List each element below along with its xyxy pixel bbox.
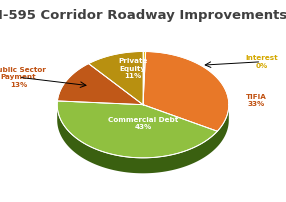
Text: I-595 Corridor Roadway Improvements: I-595 Corridor Roadway Improvements (0, 9, 286, 22)
Text: Public Sector
Payment
13%: Public Sector Payment 13% (0, 67, 45, 88)
Polygon shape (57, 101, 217, 158)
Text: Commercial Debt
43%: Commercial Debt 43% (108, 117, 178, 130)
Text: Private
Equity
11%: Private Equity 11% (118, 58, 147, 79)
Text: Interest
0%: Interest 0% (245, 55, 278, 68)
Polygon shape (57, 64, 143, 105)
Text: TIFIA
33%: TIFIA 33% (246, 94, 267, 107)
Polygon shape (89, 52, 143, 105)
Polygon shape (143, 52, 146, 105)
Polygon shape (143, 52, 229, 131)
Polygon shape (57, 105, 229, 173)
